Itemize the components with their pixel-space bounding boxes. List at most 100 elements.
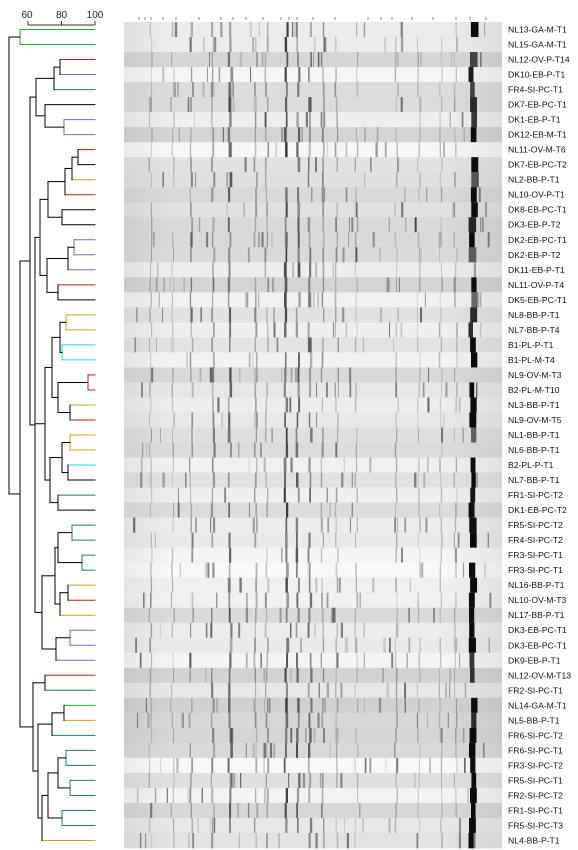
gel-lane [124,247,502,263]
gel-lane [124,457,502,473]
sample-label: B1-PL-P-T1 [508,340,554,350]
gel-lane [124,82,502,98]
sample-label: NL15-GA-M-T1 [508,40,567,50]
sample-label: DK12-EB-M-T1 [508,130,567,140]
sample-label: NL6-BB-P-T1 [508,445,560,455]
gel-lane [124,67,502,83]
gel-lane [124,547,502,564]
sample-label: DK7-EB-PC-T1 [508,100,567,110]
sample-label: DK3-EB-PC-T1 [508,640,567,650]
gel-lane [124,217,502,233]
sample-label: B2-PL-P-T1 [508,460,554,470]
gel-top-marks [138,17,487,20]
gel-lane [124,97,502,113]
similarity-scale: 60 80 100 [21,10,104,26]
gel-lane [124,742,502,759]
sample-label: DK2-EB-PC-T1 [508,235,567,245]
sample-label: NL12-OV-M-T13 [508,670,571,680]
sample-label: DK9-EB-P-T1 [508,655,561,665]
gel-lane [124,712,502,729]
sample-label: DK11-EB-P-T1 [508,265,565,275]
sample-label: NL4-BB-P-T1 [508,836,560,846]
sample-label: NL5-BB-P-T1 [508,715,560,725]
scale-label-100: 100 [87,10,104,21]
gel-lane [124,592,502,609]
gel-lane [124,667,502,684]
gel-lane [124,607,502,624]
sample-label: FR2-SI-PC-T2 [508,790,563,800]
sample-label: NL17-BB-P-T1 [508,610,565,620]
sample-label: FR5-SI-PC-T2 [508,520,563,530]
sample-label: B1-PL-M-T4 [508,355,555,365]
gel-lane [124,187,502,203]
gel-lane [124,172,502,188]
sample-label: NL13-GA-M-T1 [508,25,567,35]
gel-lane [124,562,502,579]
gel-lane [124,442,502,458]
sample-label: DK10-EB-P-T1 [508,70,566,80]
sample-label: DK8-EB-PC-T1 [508,205,567,215]
sample-label: DK3-EB-PC-T1 [508,625,567,635]
gel-lane [124,127,502,143]
scale-label-80: 80 [56,10,68,21]
sample-label: NL14-GA-M-T1 [508,700,567,710]
gel-lane [124,472,502,488]
sample-label: FR4-SI-PC-T1 [508,85,563,95]
gel-lane [124,502,502,518]
sample-label: NL11-OV-P-T4 [508,280,564,290]
gel-lane [124,727,502,744]
sample-label: NL12-OV-P-T14 [508,55,570,65]
sample-label: DK3-EB-P-T2 [508,220,561,230]
gel-lane [124,802,502,819]
gel-lane [124,817,502,834]
gel-lane [124,697,502,714]
gel-lane [124,262,502,278]
gel-lane [124,112,502,128]
scale-label-60: 60 [21,10,33,21]
sample-label: FR5-SI-PC-T1 [508,775,563,785]
gel-lane [124,652,502,669]
sample-label: DK2-EB-P-T2 [508,250,561,260]
sample-label: FR3-SI-PC-T1 [508,550,563,560]
sample-label: FR6-SI-PC-T2 [508,730,563,740]
gel-lane [124,397,502,413]
gel-lane [124,772,502,789]
gel-lane [124,622,502,639]
gel-lane [124,232,502,248]
sample-label: NL1-BB-P-T1 [508,430,560,440]
gel-lane [124,37,502,53]
dendrogram-tree [8,29,96,841]
sample-label: NL10-OV-M-T3 [508,595,566,605]
sample-label: FR3-SI-PC-T1 [508,565,563,575]
sample-label: FR5-SI-PC-T3 [508,821,563,831]
gel-lane [124,382,502,398]
gel-lane [124,427,502,443]
sample-label: B2-PL-M-T10 [508,385,560,395]
gel-image [124,17,502,849]
sample-label: NL10-OV-P-T1 [508,190,565,200]
gel-lane [124,202,502,218]
sample-label: NL16-BB-P-T1 [508,580,565,590]
gel-lane [124,577,502,594]
gel-lane [124,757,502,774]
sample-label: NL9-OV-M-T3 [508,370,562,380]
gel-lane [124,277,502,293]
sample-label: FR1-SI-PC-T2 [508,490,563,500]
sample-label: NL7-BB-P-T4 [508,325,560,335]
gel-lane [124,337,502,353]
sample-label: NL2-BB-P-T1 [508,175,560,185]
gel-lane [124,532,502,549]
sample-label: FR3-SI-PC-T2 [508,760,563,770]
gel-lane [124,682,502,699]
sample-label: DK7-EB-PC-T2 [508,160,567,170]
sample-label: NL9-OV-M-T5 [508,415,562,425]
sample-labels: NL13-GA-M-T1 NL15-GA-M-T1 NL12-OV-P-T14 DK1… [508,25,571,846]
sample-label: NL7-BB-P-T1 [508,475,560,485]
sample-label: DK5-EB-PC-T1 [508,295,567,305]
sample-label: NL3-BB-P-T1 [508,400,560,410]
sample-label: DK1-EB-PC-T2 [508,505,567,515]
gel-lane [124,412,502,428]
gel-lane [124,307,502,323]
sample-label: NL8-BB-P-T1 [508,310,560,320]
